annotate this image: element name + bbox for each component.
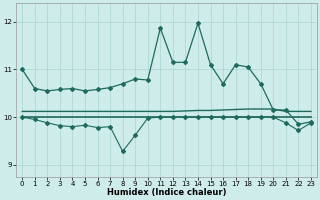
X-axis label: Humidex (Indice chaleur): Humidex (Indice chaleur): [107, 188, 226, 197]
